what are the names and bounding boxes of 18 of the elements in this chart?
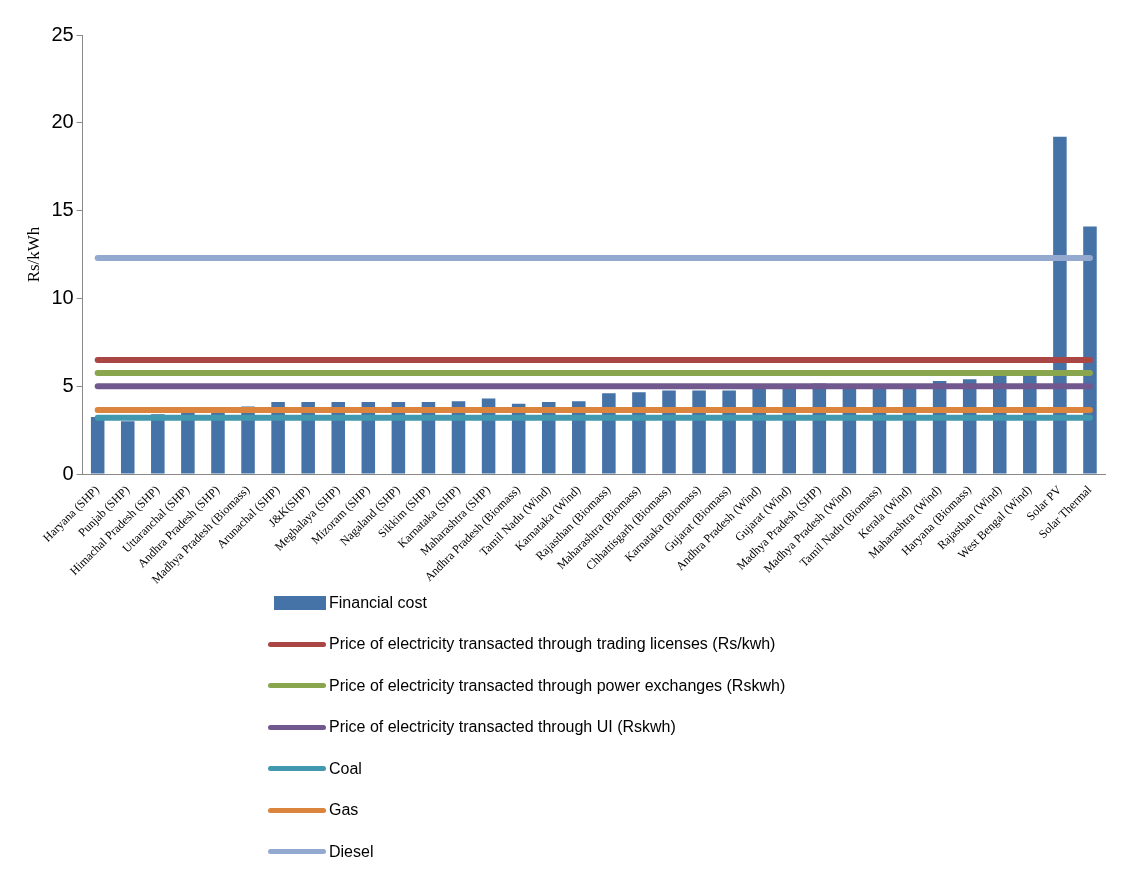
y-tick-label: 20 [51,110,74,133]
legend-label: Price of electricity transacted through UI (Rskwh) [329,718,676,737]
bar [120,421,135,474]
y-tick-label: 10 [51,285,74,308]
bar [90,416,105,474]
y-tick-label: 25 [51,22,74,45]
y-tick-label: 0 [62,461,74,484]
y-axis-title: Rs/kWh [23,226,43,283]
legend-label: Price of electricity transacted through power exchanges (Rskwh) [329,676,786,695]
y-tick-label: 5 [62,373,74,396]
legend-label: Gas [329,801,359,820]
legend-label: Coal [329,759,362,778]
y-tick-label: 15 [51,198,74,221]
legend-label: Financial cost [329,593,427,612]
bar [1083,226,1097,474]
bar [181,412,195,474]
legend-label: Diesel [329,842,374,861]
legend-label: Price of electricity transacted through trading licenses (Rs/kwh) [329,635,776,654]
